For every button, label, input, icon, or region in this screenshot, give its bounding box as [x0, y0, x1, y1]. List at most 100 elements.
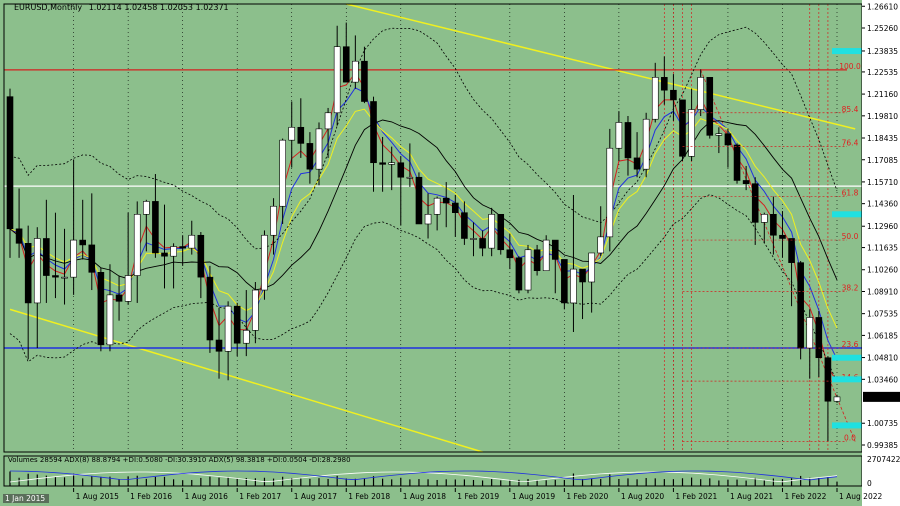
- candle-body: [624, 122, 632, 159]
- candle-body: [688, 109, 695, 157]
- cyan-marker: [832, 354, 862, 361]
- candle-body: [715, 133, 723, 136]
- candle-body: [152, 201, 159, 254]
- price-tick-label: 1.10260: [867, 266, 898, 275]
- candle-body: [779, 234, 786, 239]
- candle-body: [461, 212, 468, 239]
- candle-body: [833, 396, 841, 402]
- candle-body: [261, 234, 268, 291]
- date-label: 1 Aug 2022: [839, 492, 882, 501]
- cyan-marker: [832, 48, 862, 55]
- candle-body: [288, 126, 296, 141]
- ma-black: [9, 119, 838, 291]
- candle-body: [588, 252, 595, 283]
- fib-label: 85.4: [842, 105, 859, 114]
- candle-body: [206, 276, 214, 341]
- candle-body: [143, 201, 150, 215]
- trendline-upper: [346, 3, 856, 130]
- fib-label: 50.0: [842, 232, 859, 241]
- candle-body: [242, 330, 250, 344]
- price-tick-label: 1.00735: [867, 419, 898, 428]
- candle-body: [133, 214, 141, 276]
- candle-body: [124, 275, 132, 302]
- candle-body: [179, 246, 186, 249]
- candle-body: [197, 234, 205, 278]
- candle-body: [733, 144, 741, 181]
- candle-body: [306, 143, 314, 170]
- candle-body: [515, 257, 523, 291]
- trendline-lower: [9, 308, 483, 453]
- candle-body: [215, 339, 223, 352]
- candle-body: [561, 259, 568, 304]
- candle-body: [770, 214, 777, 236]
- candle-body: [297, 126, 305, 144]
- candle-body: [279, 139, 286, 207]
- fibonacci-levels: 100.085.476.461.850.038.223.614.60.0: [682, 48, 862, 443]
- fib-label: 76.4: [842, 139, 859, 148]
- candle-body: [479, 238, 486, 249]
- candle-body: [270, 205, 277, 236]
- candle-body: [6, 96, 14, 230]
- candle-body: [188, 234, 196, 249]
- candle-body: [788, 238, 795, 263]
- price-tick-label: 1.21160: [867, 90, 898, 99]
- candle-body: [497, 214, 505, 251]
- candle-body: [252, 289, 259, 331]
- candle-body: [388, 162, 395, 165]
- price-tick-label: 1.15710: [867, 178, 898, 187]
- cyan-marker: [832, 422, 862, 429]
- date-label: 1 Aug 2019: [512, 492, 555, 501]
- price-tick-label: 1.23835: [867, 47, 898, 56]
- volume-axis-zero: 0: [867, 479, 872, 488]
- band-lower: [9, 194, 838, 382]
- current-price-label: 1.02371: [866, 393, 897, 402]
- candle-body: [724, 133, 732, 146]
- candle-body: [579, 268, 586, 283]
- candle-body: [61, 276, 68, 279]
- candle-body: [533, 249, 541, 272]
- candle-body: [506, 249, 514, 259]
- candle-body: [633, 157, 641, 170]
- first-date-label: 1 Jan 2015: [5, 494, 45, 503]
- candle-body: [106, 294, 114, 346]
- candle-body: [115, 294, 123, 302]
- fib-label: 38.2: [842, 284, 859, 293]
- candle-body: [70, 239, 77, 278]
- price-tick-label: 1.14360: [867, 200, 898, 209]
- date-label: 1 Feb 2018: [348, 492, 390, 501]
- candle-body: [679, 99, 686, 157]
- candle-body: [542, 239, 550, 272]
- candle-body: [88, 244, 96, 273]
- candle-body: [615, 122, 623, 149]
- candle-body: [551, 239, 559, 260]
- candle-body: [597, 236, 605, 254]
- candle-body: [170, 246, 177, 257]
- candle-body: [415, 176, 423, 225]
- candle-body: [797, 262, 804, 349]
- price-tick-label: 1.18435: [867, 134, 898, 143]
- price-tick-label: 1.11635: [867, 244, 898, 253]
- candle-body: [224, 305, 232, 352]
- candle-body: [379, 162, 386, 165]
- date-label: 1 Aug 2018: [403, 492, 446, 501]
- candle-body: [52, 275, 59, 278]
- date-label: 1 Aug 2020: [621, 492, 664, 501]
- price-tick-label: 1.08910: [867, 287, 898, 296]
- fib-label: 0.0: [844, 434, 856, 443]
- date-label: 1 Feb 2021: [675, 492, 717, 501]
- price-tick-label: 1.03460: [867, 375, 898, 384]
- candle-body: [161, 252, 168, 257]
- fib-label: 100.0: [839, 62, 861, 71]
- candles: [6, 22, 841, 442]
- price-tick-label: 0.99385: [867, 441, 898, 450]
- candle-body: [697, 77, 704, 110]
- candle-body: [361, 60, 368, 102]
- candle-body: [43, 238, 50, 276]
- candle-body: [79, 239, 87, 246]
- ma-yellow: [9, 108, 838, 329]
- candle-body: [670, 89, 677, 101]
- candle-body: [470, 238, 477, 240]
